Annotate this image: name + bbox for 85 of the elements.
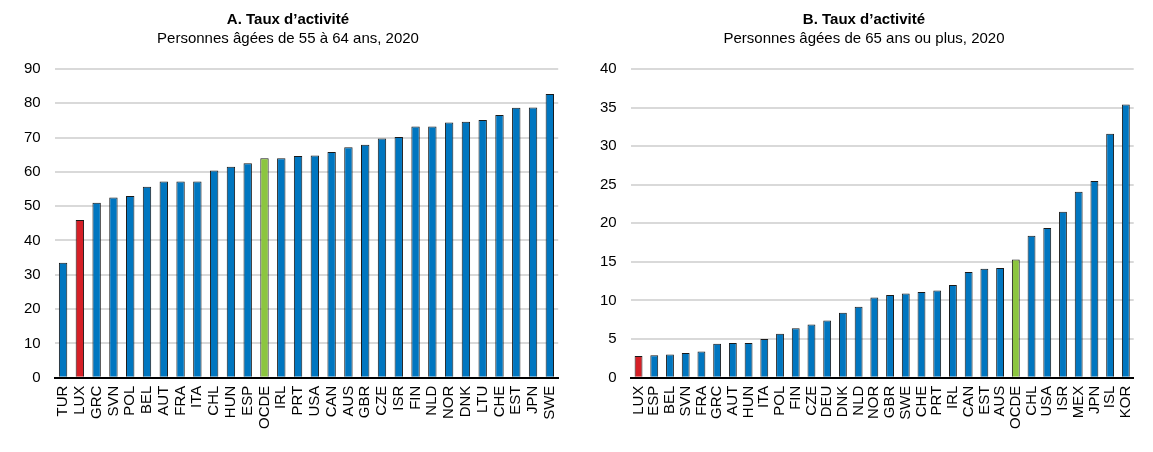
x-tick-label: CZE <box>372 385 390 416</box>
y-tick-label: 0 <box>608 367 617 385</box>
y-tick-label: 25 <box>600 174 617 192</box>
y-tick-label: 0 <box>32 367 41 385</box>
x-tick-label: GRC <box>86 385 104 420</box>
x-tick-label: ESP <box>644 385 662 416</box>
x-tick-label: SWE <box>895 385 913 420</box>
x-tick-label: IRL <box>943 385 961 410</box>
y-tick-label: 10 <box>24 333 41 351</box>
x-tick-label: BEL <box>137 385 155 415</box>
y-tick-label: 15 <box>600 252 617 270</box>
x-tick-label: ITA <box>187 385 205 408</box>
x-tick-label: ISR <box>1053 385 1071 411</box>
chart-title: B. Taux d’activité <box>801 10 927 27</box>
x-tick-label: TUR <box>53 385 71 417</box>
x-tick-label: ISR <box>388 385 406 411</box>
x-tick-label: PRT <box>927 385 945 416</box>
x-tick-label: NLD <box>422 385 440 416</box>
x-tick-label: HUN <box>738 385 756 419</box>
x-tick-label: AUT <box>153 385 171 416</box>
x-tick-label: ITA <box>754 385 772 408</box>
x-tick-label: POL <box>120 385 138 416</box>
x-tick-label: CHL <box>1021 385 1039 416</box>
x-tick-label: NLD <box>848 385 866 416</box>
x-tick-label: SVN <box>675 385 693 417</box>
y-tick-label: 80 <box>24 93 41 111</box>
y-tick-label: 30 <box>24 264 41 282</box>
x-tick-label: POL <box>770 385 788 416</box>
y-tick-label: 30 <box>600 136 617 154</box>
x-tick-label: IRL <box>271 385 289 410</box>
y-tick-label: 60 <box>24 162 41 180</box>
x-tick-label: EST <box>974 385 992 415</box>
x-tick-label: ISL <box>1100 385 1118 409</box>
x-tick-label: CAN <box>958 385 976 418</box>
x-tick-label: SVN <box>103 385 121 417</box>
y-tick-label: 20 <box>24 299 41 317</box>
chart-subtitle: Personnes âgées de 65 ans ou plus, 2020 <box>722 29 1006 46</box>
y-tick-label: 40 <box>600 59 617 77</box>
x-tick-label: SWE <box>539 385 557 420</box>
x-tick-label: FRA <box>170 385 188 416</box>
x-tick-label: USA <box>1037 385 1055 417</box>
x-tick-label: FRA <box>691 385 709 416</box>
x-tick-label: FIN <box>405 385 423 410</box>
x-tick-label: LUX <box>70 385 87 415</box>
chart-title: A. Taux d’activité <box>225 10 351 27</box>
x-tick-label: BEL <box>660 385 678 415</box>
x-tick-label: OCDE <box>254 385 272 430</box>
x-tick-label: HUN <box>221 385 239 419</box>
x-tick-label: MEX <box>1068 385 1086 419</box>
x-tick-label: CAN <box>321 385 339 418</box>
x-tick-label: JPN <box>523 385 541 415</box>
x-tick-label: DEU <box>817 385 835 418</box>
x-tick-label: JPN <box>1084 385 1102 415</box>
x-tick-label: EST <box>506 385 524 415</box>
x-tick-label: DNK <box>833 385 851 418</box>
x-tick-label: ESP <box>237 385 255 416</box>
y-tick-label: 70 <box>24 127 41 145</box>
y-tick-label: 40 <box>24 230 41 248</box>
x-tick-label: CHL <box>204 385 222 416</box>
x-tick-label: PRT <box>288 385 306 416</box>
y-tick-label: 20 <box>600 213 617 231</box>
x-tick-label: OCDE <box>1005 385 1023 430</box>
x-tick-label: NOR <box>864 385 882 420</box>
x-tick-label: FIN <box>785 385 803 410</box>
x-tick-label: AUS <box>338 385 356 417</box>
y-tick-label: 5 <box>608 329 617 347</box>
y-tick-label: 50 <box>24 196 41 214</box>
x-tick-label: DNK <box>456 385 474 418</box>
x-tick-label: CHE <box>911 385 929 418</box>
y-tick-label: 35 <box>600 97 617 115</box>
x-tick-label: GBR <box>880 385 898 419</box>
x-tick-label: AUS <box>990 385 1008 417</box>
x-tick-label: NOR <box>439 385 457 420</box>
y-tick-label: 90 <box>24 59 41 77</box>
x-tick-label: CZE <box>801 385 819 416</box>
x-tick-label: USA <box>304 385 322 417</box>
chart-subtitle: Personnes âgées de 55 à 64 ans, 2020 <box>156 29 420 46</box>
x-tick-label: CHE <box>489 385 507 418</box>
y-tick-label: 10 <box>600 290 617 308</box>
x-tick-label: KOR <box>1115 385 1133 419</box>
x-tick-label: GRC <box>707 385 725 420</box>
x-tick-label: GBR <box>355 385 373 419</box>
x-tick-label: AUT <box>723 385 740 416</box>
x-tick-label: LTU <box>472 385 490 413</box>
x-tick-label: LUX <box>628 385 646 415</box>
